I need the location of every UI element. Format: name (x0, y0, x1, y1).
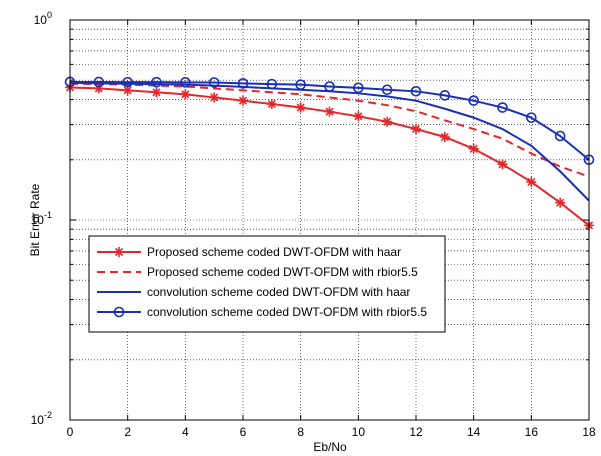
data-point (468, 143, 479, 154)
legend-label: Proposed scheme coded DWT-OFDM with haar (147, 245, 401, 259)
x-tick-label: 18 (582, 425, 596, 439)
data-point (526, 176, 537, 187)
x-tick-label: 6 (240, 425, 247, 439)
data-point (295, 79, 306, 90)
x-tick-label: 14 (467, 425, 481, 439)
legend-entry: convolution scheme coded DWT-OFDM with r… (97, 305, 427, 319)
data-point (209, 92, 220, 103)
data-point (353, 82, 364, 94)
data-point (497, 159, 508, 170)
data-point (122, 85, 133, 96)
y-tick-label: 10-1 (31, 210, 52, 227)
data-point (122, 76, 133, 88)
series-line (70, 80, 590, 161)
legend-marker (113, 306, 125, 318)
grid (70, 20, 589, 420)
data-point (555, 197, 566, 208)
data-point (439, 90, 451, 101)
legend-label: Proposed scheme coded DWT-OFDM with rbio… (147, 265, 418, 279)
data-point (554, 130, 566, 142)
x-tick-label: 16 (525, 425, 539, 439)
data-point (93, 83, 104, 94)
series-1 (65, 82, 594, 231)
x-tick-label: 10 (352, 425, 366, 439)
data-point (468, 95, 479, 106)
data-point (266, 99, 277, 110)
x-tick-label: 12 (409, 425, 423, 439)
data-point (497, 102, 508, 113)
data-point (324, 106, 335, 117)
data-point (238, 95, 248, 106)
legend-label: convolution scheme coded DWT-OFDM with h… (147, 285, 410, 299)
data-point (208, 77, 220, 88)
legend-marker (114, 247, 124, 257)
data-point (151, 76, 162, 88)
data-point (410, 86, 422, 97)
data-point (439, 132, 450, 143)
data-point (180, 89, 191, 100)
legend-entry: Proposed scheme coded DWT-OFDM with haar (97, 245, 401, 259)
data-point (324, 81, 335, 92)
data-point (180, 77, 191, 88)
data-point (382, 116, 393, 127)
data-point (266, 78, 278, 90)
data-point (237, 78, 249, 89)
y-tick-label: 100 (34, 10, 52, 27)
legend: Proposed scheme coded DWT-OFDM with haar… (88, 235, 446, 333)
data-point (151, 87, 162, 98)
x-axis-label: Eb/No (313, 440, 347, 454)
legend-entry: convolution scheme coded DWT-OFDM with h… (97, 285, 410, 299)
data-point (353, 111, 364, 122)
legend-entry: Proposed scheme coded DWT-OFDM with rbio… (97, 265, 418, 279)
data-point (93, 76, 105, 88)
ticks: 0 2 4 6 8 10 12 14 16 18 10-2 10-1 100 (31, 10, 596, 439)
x-tick-label: 8 (297, 425, 304, 439)
legend-label: convolution scheme coded DWT-OFDM with r… (147, 305, 427, 319)
y-tick-label: 10-2 (31, 410, 52, 427)
data-point (411, 124, 421, 135)
data-point (526, 112, 537, 123)
x-tick-label: 2 (124, 425, 131, 439)
legend-box (88, 235, 446, 333)
data-point (381, 84, 393, 96)
x-tick-label: 0 (67, 425, 74, 439)
y-axis-label: Bit Error Rate (28, 183, 42, 256)
series-group (64, 76, 595, 231)
x-tick-label: 4 (182, 425, 189, 439)
data-point (295, 102, 306, 113)
